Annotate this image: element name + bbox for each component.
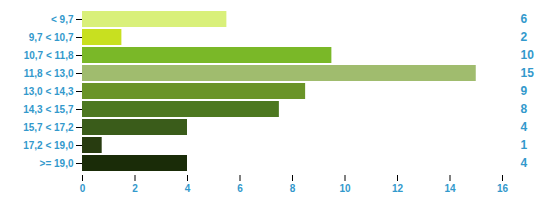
svg-text:10: 10 (339, 183, 351, 194)
svg-text:6: 6 (521, 12, 528, 26)
svg-text:< 9,7: < 9,7 (51, 14, 74, 25)
svg-text:16: 16 (497, 183, 509, 194)
svg-text:2: 2 (521, 30, 528, 44)
svg-text:14,3 < 15,7: 14,3 < 15,7 (23, 104, 74, 115)
svg-text:8: 8 (290, 183, 296, 194)
svg-text:10: 10 (521, 48, 535, 62)
svg-text:6: 6 (237, 183, 243, 194)
svg-text:17,2 < 19,0: 17,2 < 19,0 (23, 140, 74, 151)
svg-text:4: 4 (521, 156, 528, 170)
svg-text:4: 4 (185, 183, 191, 194)
svg-text:9,7 < 10,7: 9,7 < 10,7 (29, 32, 74, 43)
svg-text:9: 9 (521, 84, 528, 98)
svg-text:15: 15 (521, 66, 535, 80)
svg-text:1: 1 (521, 138, 528, 152)
svg-text:2: 2 (132, 183, 138, 194)
svg-text:0: 0 (80, 183, 86, 194)
svg-text:12: 12 (392, 183, 404, 194)
svg-text:>= 19,0: >= 19,0 (40, 158, 74, 169)
svg-text:4: 4 (521, 120, 528, 134)
svg-text:8: 8 (521, 102, 528, 116)
svg-text:10,7 < 11,8: 10,7 < 11,8 (24, 50, 74, 61)
svg-text:11,8 < 13,0: 11,8 < 13,0 (24, 68, 74, 79)
svg-text:15,7 < 17,2: 15,7 < 17,2 (23, 122, 74, 133)
svg-text:14: 14 (444, 183, 456, 194)
svg-text:13,0 < 14,3: 13,0 < 14,3 (23, 86, 74, 97)
